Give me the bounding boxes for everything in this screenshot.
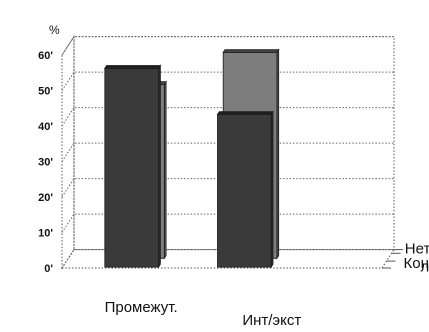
y-tick-label: 50' — [38, 86, 53, 98]
bars — [105, 50, 279, 267]
category-label: Промежут. — [105, 299, 178, 316]
bar-top — [105, 66, 161, 69]
y-axis-label: % — [49, 23, 60, 37]
y-tick-label: 0' — [44, 263, 53, 275]
series-label-line: Нет конф- — [405, 241, 429, 258]
bar — [105, 66, 161, 268]
bar-front — [218, 114, 272, 267]
category-label: Инт/экст — [242, 312, 301, 327]
bar — [218, 112, 274, 267]
y-tick-label: 30' — [38, 157, 53, 169]
y-tick-label: 10' — [38, 228, 53, 240]
y-tick-label: 40' — [38, 121, 53, 133]
bar-top — [218, 112, 274, 115]
bar-top — [223, 50, 279, 53]
bar-front — [105, 68, 159, 267]
series-label-line: ликта — [421, 259, 429, 276]
y-tick-label: 20' — [38, 192, 53, 204]
y-tick-label: 60' — [38, 50, 53, 62]
